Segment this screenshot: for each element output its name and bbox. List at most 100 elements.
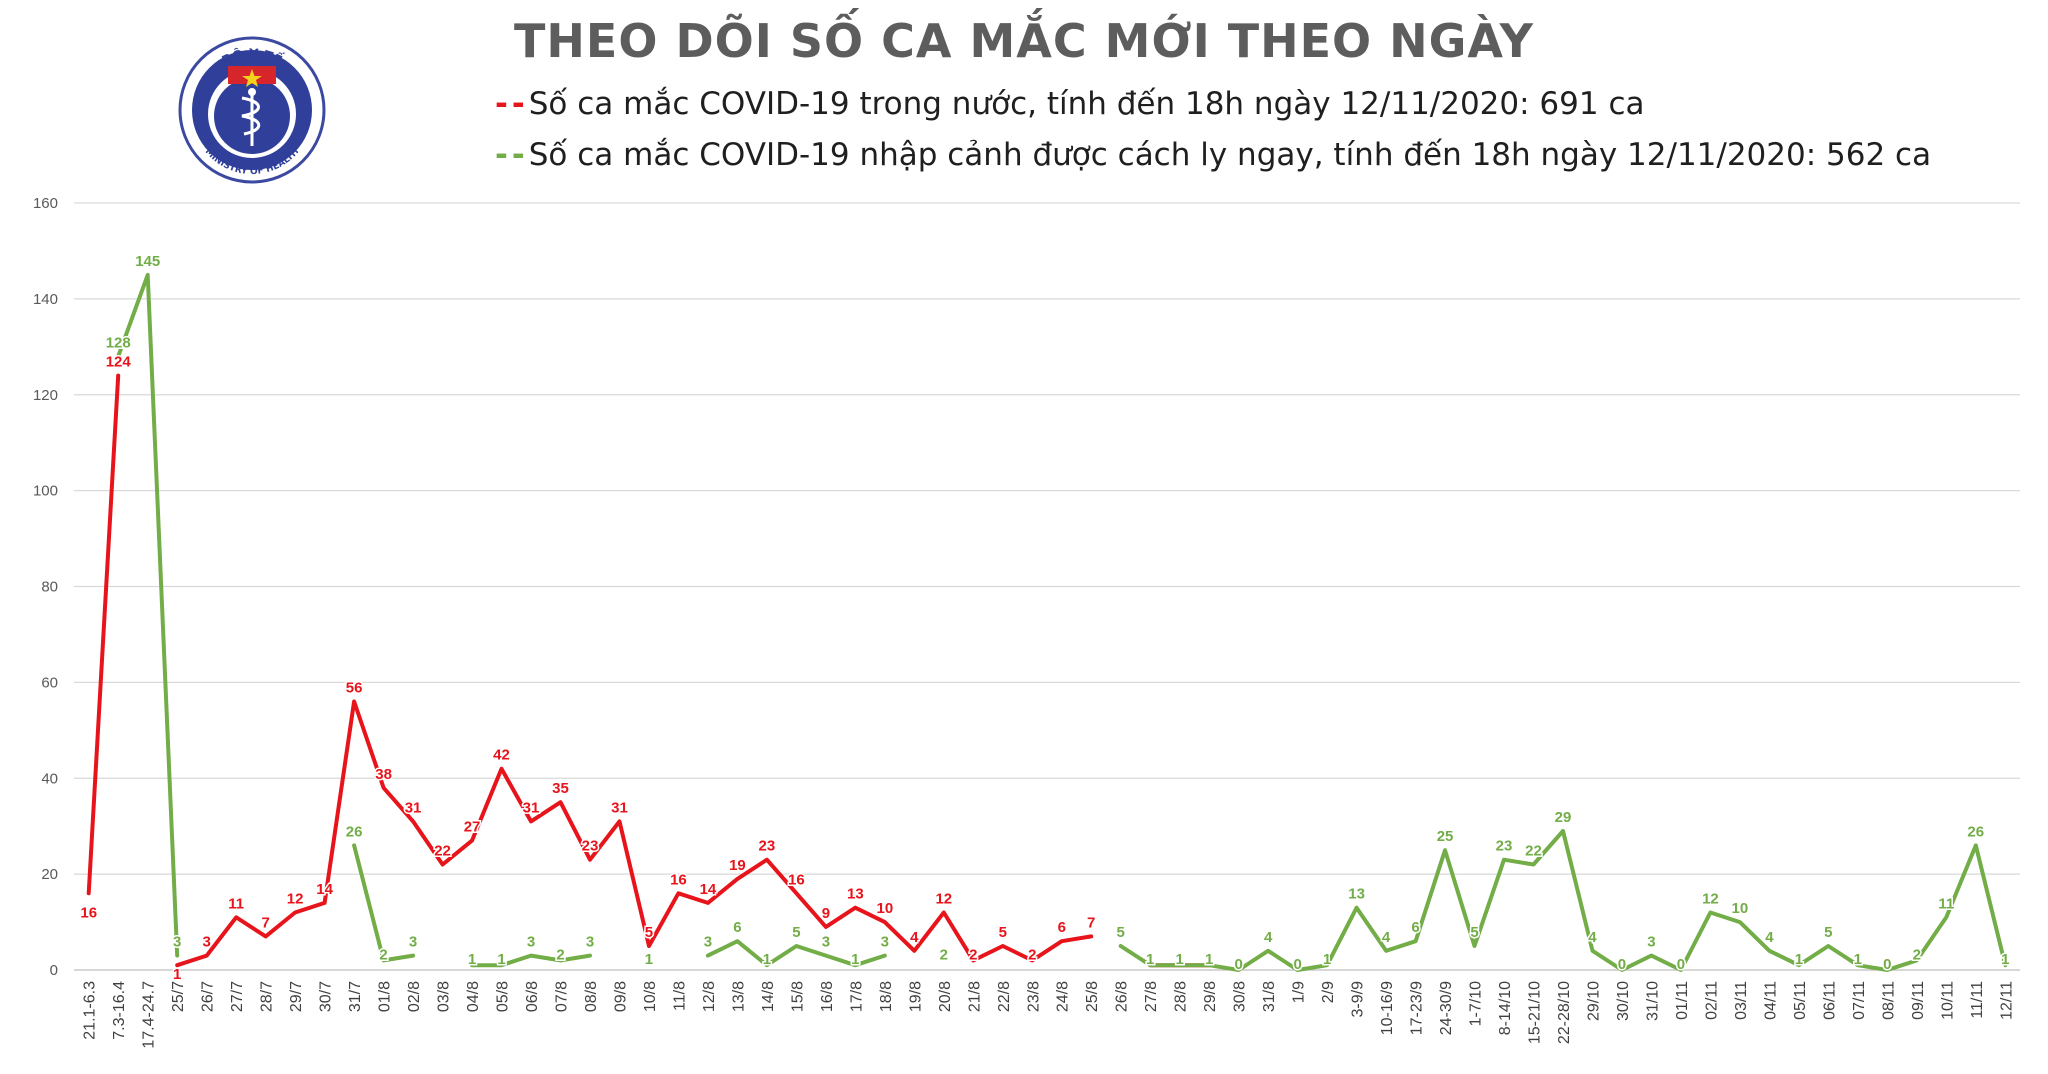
series-1-label-43: 13 bbox=[1348, 886, 1365, 903]
x-tick-label-55: 02/11 bbox=[1703, 981, 1720, 1020]
x-tick-label-15: 06/8 bbox=[524, 981, 541, 1012]
series-0-label-14: 42 bbox=[493, 747, 510, 764]
x-tick-label-38: 29/8 bbox=[1202, 981, 1219, 1012]
x-tick-label-49: 15-21/10 bbox=[1527, 981, 1544, 1044]
series-1-label-16: 2 bbox=[556, 946, 564, 963]
x-tick-label-37: 28/8 bbox=[1173, 981, 1190, 1012]
y-tick-label-4: 80 bbox=[41, 579, 58, 596]
x-tick-label-31: 22/8 bbox=[996, 981, 1013, 1012]
series-1-label-41: 0 bbox=[1293, 956, 1301, 973]
series-1-label-37: 1 bbox=[1176, 951, 1184, 968]
x-tick-label-5: 27/7 bbox=[229, 981, 246, 1012]
series-0-label-31: 5 bbox=[999, 924, 1007, 941]
x-tick-label-41: 1/9 bbox=[1291, 981, 1308, 1003]
series-0-label-15: 31 bbox=[523, 799, 540, 816]
x-tick-label-29: 20/8 bbox=[937, 981, 954, 1012]
x-tick-label-51: 29/10 bbox=[1585, 981, 1602, 1021]
series-0-label-24: 16 bbox=[788, 871, 805, 888]
x-tick-label-53: 31/10 bbox=[1644, 981, 1661, 1021]
series-1-label-17: 3 bbox=[586, 934, 594, 951]
series-1-label-21: 3 bbox=[704, 934, 712, 951]
x-tick-label-63: 10/11 bbox=[1939, 981, 1956, 1020]
x-tick-label-22: 13/8 bbox=[730, 981, 747, 1012]
x-tick-label-16: 07/8 bbox=[554, 981, 571, 1012]
series-0-label-0: 16 bbox=[80, 904, 97, 921]
x-tick-label-64: 11/11 bbox=[1969, 981, 1986, 1019]
series-0-line-0 bbox=[86, 373, 121, 896]
series-1-label-25: 3 bbox=[822, 934, 830, 951]
x-tick-label-0: 21.1-6.3 bbox=[82, 981, 99, 1040]
series-0-label-23: 23 bbox=[759, 838, 776, 855]
legend-imported-marker-2: - bbox=[511, 137, 525, 173]
series-1-line-2 bbox=[470, 953, 592, 968]
x-tick-label-46: 24-30/9 bbox=[1438, 981, 1455, 1035]
x-tick-label-20: 11/8 bbox=[671, 981, 688, 1011]
x-tick-label-39: 30/8 bbox=[1232, 981, 1249, 1012]
series-1-label-63: 11 bbox=[1938, 895, 1954, 912]
series-0-label-34: 7 bbox=[1087, 914, 1095, 931]
y-tick-label-7: 140 bbox=[33, 291, 58, 308]
series-1-label-19: 1 bbox=[645, 951, 653, 968]
x-tick-label-7: 29/7 bbox=[288, 981, 305, 1012]
series-0-label-36: 1 bbox=[1146, 951, 1154, 968]
series-1-label-59: 5 bbox=[1824, 924, 1832, 941]
series-0-label-37: 1 bbox=[1176, 951, 1184, 968]
series-1-label-64: 26 bbox=[1967, 823, 1984, 840]
series-1-label-52: 0 bbox=[1618, 956, 1626, 973]
x-tick-label-33: 24/8 bbox=[1055, 981, 1072, 1012]
series-1-label-29: 2 bbox=[940, 946, 948, 963]
y-tick-label-0: 0 bbox=[50, 962, 58, 979]
series-1-label-50: 29 bbox=[1555, 809, 1572, 826]
x-tick-label-23: 14/8 bbox=[760, 981, 777, 1012]
series-1-line-4 bbox=[1118, 829, 2008, 972]
series-0-label-29: 12 bbox=[935, 890, 952, 907]
series-1-label-13: 1 bbox=[468, 951, 476, 968]
series-1-line-1 bbox=[352, 843, 416, 963]
series-0-label-13: 27 bbox=[464, 819, 481, 836]
x-tick-label-8: 30/7 bbox=[318, 981, 335, 1012]
series-0-label-30: 2 bbox=[969, 946, 977, 963]
series-1-label-40: 4 bbox=[1264, 929, 1273, 946]
x-tick-label-58: 05/11 bbox=[1792, 981, 1809, 1020]
series-1-label-26: 1 bbox=[851, 951, 859, 968]
x-tick-label-19: 10/8 bbox=[642, 981, 659, 1012]
legend-imported-marker: - bbox=[495, 137, 508, 173]
logo-top-text: BỘ Y TẾ bbox=[220, 47, 285, 69]
series-0-label-32: 2 bbox=[1028, 946, 1036, 963]
x-tick-label-50: 22-28/10 bbox=[1556, 981, 1573, 1044]
series-1-label-47: 5 bbox=[1470, 924, 1478, 941]
x-tick-label-26: 17/8 bbox=[848, 981, 865, 1012]
x-tick-label-61: 08/11 bbox=[1880, 981, 1897, 1020]
x-tick-label-11: 02/8 bbox=[406, 981, 423, 1012]
legend-imported-label: Số ca mắc COVID-19 nhập cảnh được cách l… bbox=[528, 137, 1932, 173]
y-tick-label-8: 160 bbox=[33, 195, 58, 212]
y-tick-label-1: 20 bbox=[41, 866, 58, 883]
series-0-label-11: 31 bbox=[405, 799, 422, 816]
series-1-label-58: 1 bbox=[1795, 951, 1803, 968]
series-0-label-18: 31 bbox=[611, 799, 628, 816]
x-tick-label-17: 08/8 bbox=[583, 981, 600, 1012]
legend-domestic-marker: - bbox=[495, 86, 508, 122]
legend-domestic-label: Số ca mắc COVID-19 trong nước, tính đến … bbox=[528, 86, 1645, 122]
series-1-label-55: 12 bbox=[1702, 890, 1719, 907]
x-tick-label-65: 12/11 bbox=[1998, 981, 2015, 1020]
series-1-label-54: 0 bbox=[1677, 956, 1685, 973]
series-1-label-10: 2 bbox=[379, 946, 387, 963]
x-tick-label-32: 23/8 bbox=[1025, 981, 1042, 1012]
x-tick-label-9: 31/7 bbox=[347, 981, 364, 1012]
x-tick-label-4: 26/7 bbox=[200, 981, 217, 1012]
y-tick-label-6: 120 bbox=[33, 387, 58, 404]
series-1-label-36: 1 bbox=[1146, 951, 1154, 968]
series-1-label-53: 3 bbox=[1647, 934, 1655, 951]
chart-title: THEO DÕI SỐ CA MẮC MỚI THEO NGÀY bbox=[514, 14, 1534, 68]
series-1-label-46: 25 bbox=[1437, 828, 1454, 845]
series-1-label-35: 5 bbox=[1117, 924, 1125, 941]
series-1-label-24: 5 bbox=[792, 924, 800, 941]
x-tick-label-56: 03/11 bbox=[1733, 981, 1750, 1020]
series-0-label-17: 23 bbox=[582, 838, 599, 855]
x-tick-label-48: 8-14/10 bbox=[1497, 981, 1514, 1035]
x-tick-label-44: 10-16/9 bbox=[1379, 981, 1396, 1035]
series-1-label-62: 2 bbox=[1913, 946, 1921, 963]
series-0-label-26: 13 bbox=[847, 886, 864, 903]
